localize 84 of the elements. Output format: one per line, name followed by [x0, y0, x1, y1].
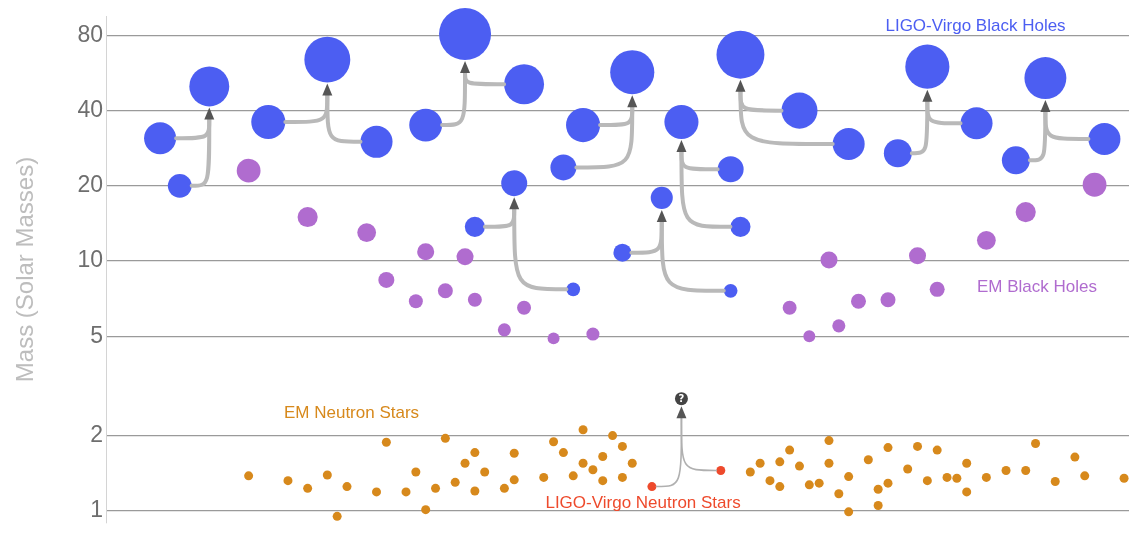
point — [1080, 471, 1090, 481]
y-tick-label: 10 — [77, 246, 103, 273]
point — [785, 445, 795, 455]
point — [617, 472, 627, 482]
point — [863, 455, 873, 465]
point — [480, 467, 490, 477]
point — [549, 437, 559, 447]
point — [844, 472, 854, 482]
point — [450, 477, 460, 487]
point — [1119, 473, 1129, 483]
point — [903, 464, 913, 474]
data-label: ? — [678, 392, 685, 404]
point — [608, 431, 618, 441]
y-tick-label: 20 — [77, 171, 103, 198]
point — [578, 458, 588, 468]
point — [794, 461, 804, 471]
point — [844, 507, 854, 517]
point — [962, 487, 972, 497]
point — [932, 445, 942, 455]
point — [303, 483, 313, 493]
point — [588, 465, 598, 475]
point — [431, 483, 441, 493]
point — [942, 472, 952, 482]
point — [716, 465, 726, 475]
point — [470, 448, 480, 458]
point — [952, 473, 962, 483]
point — [873, 500, 883, 510]
point — [814, 478, 824, 488]
point — [765, 476, 775, 486]
point — [372, 487, 382, 497]
y-tick-label: 80 — [77, 20, 103, 47]
point — [775, 482, 785, 492]
point — [283, 476, 293, 486]
point — [578, 425, 588, 435]
point — [1031, 438, 1041, 448]
point — [981, 472, 991, 482]
point — [824, 458, 834, 468]
point — [745, 467, 755, 477]
point — [883, 478, 893, 488]
point — [539, 472, 549, 482]
point — [824, 436, 834, 446]
point — [804, 480, 814, 490]
point — [411, 467, 421, 477]
point — [381, 437, 391, 447]
point — [617, 441, 627, 451]
point — [755, 458, 765, 468]
y-axis-title: Mass (Solar Masses) — [11, 156, 39, 383]
series-label: EM Neutron Stars — [283, 403, 420, 423]
point — [627, 458, 637, 468]
series-label: EM Black Holes — [976, 276, 1097, 296]
point — [873, 484, 883, 494]
text: LIGO-Virgo Black Holes — [885, 15, 1066, 35]
point — [401, 487, 411, 497]
point — [598, 476, 608, 486]
point — [1050, 476, 1060, 486]
point — [322, 470, 332, 480]
point — [647, 482, 657, 492]
point — [244, 471, 254, 481]
y-tick-label: 1 — [90, 496, 103, 523]
point — [883, 443, 893, 453]
point — [509, 475, 519, 485]
point — [962, 458, 972, 468]
y-tick-label: 40 — [77, 95, 103, 122]
point — [509, 448, 519, 458]
series-label: LIGO-Virgo Neutron Stars — [545, 492, 741, 512]
point — [499, 483, 509, 493]
point — [598, 451, 608, 461]
point — [1070, 452, 1080, 462]
point — [470, 486, 480, 496]
point — [460, 458, 470, 468]
point — [558, 448, 568, 458]
point — [922, 476, 932, 486]
point — [332, 511, 342, 521]
point — [342, 482, 352, 492]
point — [1001, 465, 1011, 475]
point — [834, 489, 844, 499]
y-tick-label: 2 — [90, 420, 103, 447]
point — [421, 505, 431, 515]
point — [1021, 465, 1031, 475]
point — [913, 441, 923, 451]
point — [440, 433, 450, 443]
point — [775, 457, 785, 467]
y-tick-label: 5 — [90, 321, 103, 348]
point — [568, 471, 578, 481]
